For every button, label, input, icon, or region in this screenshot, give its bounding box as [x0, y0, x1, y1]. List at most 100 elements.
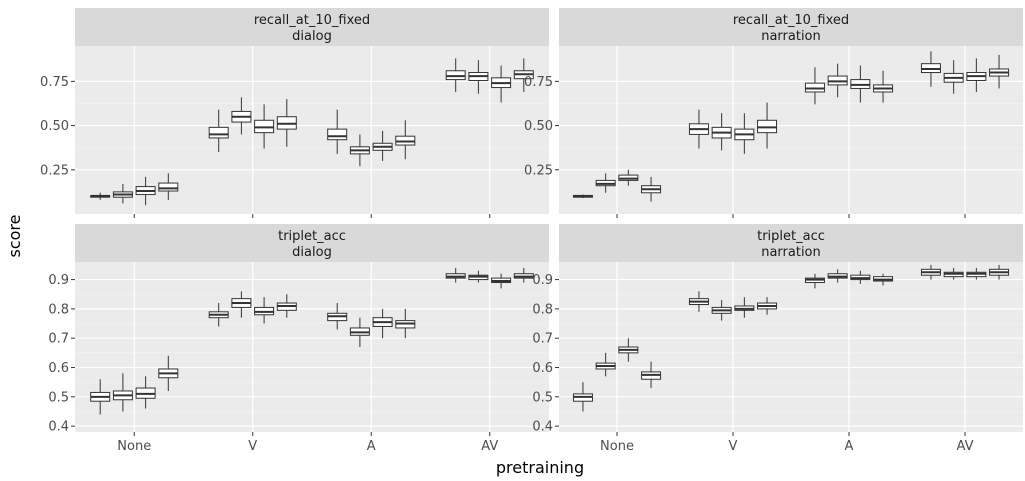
- boxplot: [966, 267, 987, 280]
- boxplot: [572, 194, 593, 199]
- boxplot: [850, 270, 871, 284]
- boxplot: [688, 109, 709, 149]
- boxplot: [254, 297, 275, 324]
- boxplot: [327, 109, 348, 154]
- boxplot: [372, 308, 393, 339]
- boxplot: [827, 269, 848, 283]
- boxplot: [445, 58, 466, 92]
- boxplot: [112, 183, 133, 204]
- boxplot: [873, 70, 894, 103]
- boxplot: [395, 120, 416, 160]
- boxplot: [513, 58, 534, 92]
- y-axis-title: score: [5, 215, 24, 258]
- x-tick-label: AV: [481, 439, 498, 454]
- boxplot: [208, 303, 229, 327]
- x-tick-label: A: [845, 439, 854, 454]
- y-tick-label: 0.6: [532, 361, 553, 376]
- x-tick-label: A: [367, 439, 376, 454]
- boxplot: [158, 355, 179, 391]
- box-iqr: [158, 182, 179, 192]
- boxplot: [757, 297, 778, 315]
- boxplot: [276, 99, 297, 147]
- box-iqr: [327, 128, 348, 141]
- boxplot: [618, 338, 639, 362]
- boxplot: [468, 270, 489, 283]
- boxplot: [618, 169, 639, 186]
- boxplot: [711, 113, 732, 151]
- boxplot: [572, 382, 593, 412]
- boxplot: [112, 373, 133, 412]
- boxplot: [804, 273, 825, 289]
- boxplot: [943, 267, 964, 280]
- boxplot: [349, 317, 370, 347]
- facet-strip-sublabel: dialog: [292, 29, 332, 44]
- y-tick-label: 0.8: [48, 302, 69, 317]
- boxplot: [688, 291, 709, 312]
- boxplot: [372, 130, 393, 161]
- y-tick-label: 0.50: [524, 119, 553, 134]
- facet-strip-label: triplet_acc: [278, 229, 346, 244]
- boxplot: [711, 300, 732, 321]
- y-tick-label: 0.4: [532, 420, 553, 435]
- facet-strip-label: recall_at_10_fixed: [733, 13, 849, 28]
- boxplot: [491, 273, 512, 289]
- boxplot: [158, 173, 179, 200]
- boxplot: [595, 352, 616, 377]
- facet-strip-label: recall_at_10_fixed: [254, 13, 370, 28]
- boxplot: [231, 97, 252, 135]
- boxplot: [734, 297, 755, 318]
- boxplot: [276, 294, 297, 318]
- facet-strip-sublabel: dialog: [292, 245, 332, 260]
- boxplot: [966, 58, 987, 92]
- boxplot: [208, 109, 229, 153]
- y-tick-label: 0.8: [532, 302, 553, 317]
- boxplot: [920, 51, 941, 87]
- boxplot: [135, 176, 156, 206]
- boxplot: [468, 60, 489, 94]
- y-tick-label: 0.7: [532, 332, 553, 347]
- x-tick-label: None: [600, 439, 634, 454]
- y-tick-label: 0.9: [48, 273, 69, 288]
- boxplot: [850, 65, 871, 103]
- boxplot: [395, 308, 416, 339]
- y-tick-label: 0.75: [524, 75, 553, 90]
- x-axis-title: pretraining: [496, 458, 584, 477]
- boxplot: [827, 63, 848, 98]
- y-tick-label: 0.5: [532, 390, 553, 405]
- boxplot: [135, 376, 156, 409]
- panel-background: [75, 262, 549, 432]
- y-tick-label: 0.4: [48, 420, 69, 435]
- facet-strip: [559, 224, 1023, 262]
- boxplot: [327, 303, 348, 330]
- facet-strip: [75, 224, 549, 262]
- boxplot: [641, 361, 662, 389]
- boxplot: [989, 54, 1010, 89]
- y-tick-label: 0.5: [48, 390, 69, 405]
- boxplot: [873, 273, 894, 286]
- y-tick-label: 0.25: [524, 163, 553, 178]
- y-tick-label: 0.75: [40, 75, 69, 90]
- facet-strip: [75, 8, 549, 46]
- boxplot: [349, 134, 370, 167]
- facet-strip-sublabel: narration: [761, 29, 821, 44]
- boxplot: [734, 113, 755, 154]
- boxplot: [254, 104, 275, 149]
- boxplot: [90, 192, 111, 200]
- y-tick-label: 0.6: [48, 361, 69, 376]
- facet-strip-sublabel: narration: [761, 245, 821, 260]
- facet-strip-label: triplet_acc: [757, 229, 825, 244]
- box-iqr: [208, 126, 229, 139]
- boxplot: [513, 267, 534, 283]
- boxplot: [445, 267, 466, 283]
- x-tick-label: AV: [957, 439, 974, 454]
- y-tick-label: 0.50: [40, 119, 69, 134]
- y-tick-label: 0.25: [40, 163, 69, 178]
- boxplot: [231, 291, 252, 318]
- boxplot: [804, 67, 825, 105]
- boxplot: [641, 176, 662, 202]
